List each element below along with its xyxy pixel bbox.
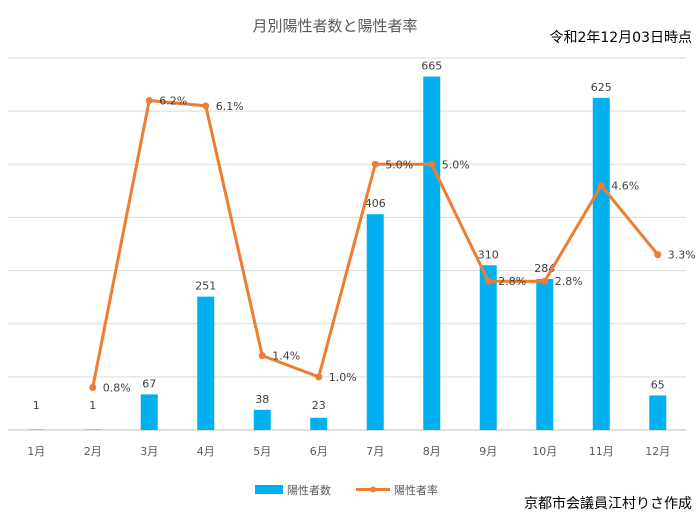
line-point [145,97,153,105]
x-tick-label: 3月 [140,445,158,458]
line-point [428,160,436,168]
line-point [484,277,492,285]
bar [592,97,610,430]
bar [310,417,328,430]
bar [536,279,554,430]
bar-value-label: 67 [142,377,156,390]
line-value-label: 2.8% [555,275,583,288]
bar [27,429,45,430]
line-data-labels: 0.8% 6.2% 6.1% 1.4% 1.0% 5.0% 5.0% 2.8% 2.8% 4.6%… [103,95,696,395]
bar-value-label: 23 [312,399,326,412]
legend-label-line: 陽性者率 [394,483,438,497]
line-point [541,277,549,285]
legend: 陽性者数 陽性者率 [255,483,438,497]
chart-title: 月別陽性者数と陽性者率 [252,17,417,35]
x-axis-ticks: 1月 2月 3月 4月 5月 6月 7月 8月 9月 10月 11月 12月 [27,445,670,458]
bar [423,76,441,430]
x-tick-label: 12月 [645,445,670,458]
bar-value-label: 65 [651,378,665,391]
bar [140,394,158,430]
bar-value-label: 1 [33,399,40,412]
line-value-label: 5.0% [385,158,413,171]
bar [366,214,384,430]
bar [649,395,667,430]
x-tick-label: 9月 [479,445,497,458]
legend-marker-line [370,486,376,493]
line-point [89,383,97,391]
line-value-label: 6.1% [216,100,244,113]
date-note: 令和2年12月03日時点 [549,30,692,46]
x-tick-label: 10月 [532,445,557,458]
bar [197,296,215,430]
line-point [597,182,605,190]
legend-swatch-bar [255,485,283,494]
x-tick-label: 7月 [366,445,384,458]
line-point [258,352,266,360]
bar-value-label: 38 [255,393,269,406]
line-value-label: 1.4% [272,350,300,363]
bar [253,409,271,430]
line-value-label: 3.3% [668,249,696,262]
x-tick-label: 5月 [253,445,271,458]
line-point [654,251,662,259]
line-value-label: 0.8% [103,381,131,394]
x-tick-label: 6月 [310,445,328,458]
bar-value-label: 625 [591,81,612,94]
x-tick-label: 2月 [84,445,102,458]
line-value-label: 1.0% [329,371,357,384]
bar-value-label: 1 [89,399,96,412]
line-value-label: 5.0% [442,158,470,171]
legend-label-bar: 陽性者数 [287,483,331,497]
x-tick-label: 8月 [423,445,441,458]
line-value-label: 4.6% [611,180,639,193]
bar [479,265,497,430]
line-point [371,160,379,168]
bar-value-label: 310 [478,248,499,261]
x-tick-label: 11月 [589,445,614,458]
x-tick-label: 4月 [197,445,215,458]
x-tick-label: 1月 [27,445,45,458]
line-point [202,102,210,110]
line-value-label: 2.8% [498,275,526,288]
bar-value-label: 251 [195,280,216,293]
line-series [89,97,662,391]
bar [84,429,102,430]
bar-value-label: 665 [421,60,442,73]
bar-value-label: 406 [365,197,386,210]
credit-note: 京都市会議員江村りさ作成 [524,495,692,512]
line-value-label: 6.2% [159,95,187,108]
line-point [315,373,323,381]
